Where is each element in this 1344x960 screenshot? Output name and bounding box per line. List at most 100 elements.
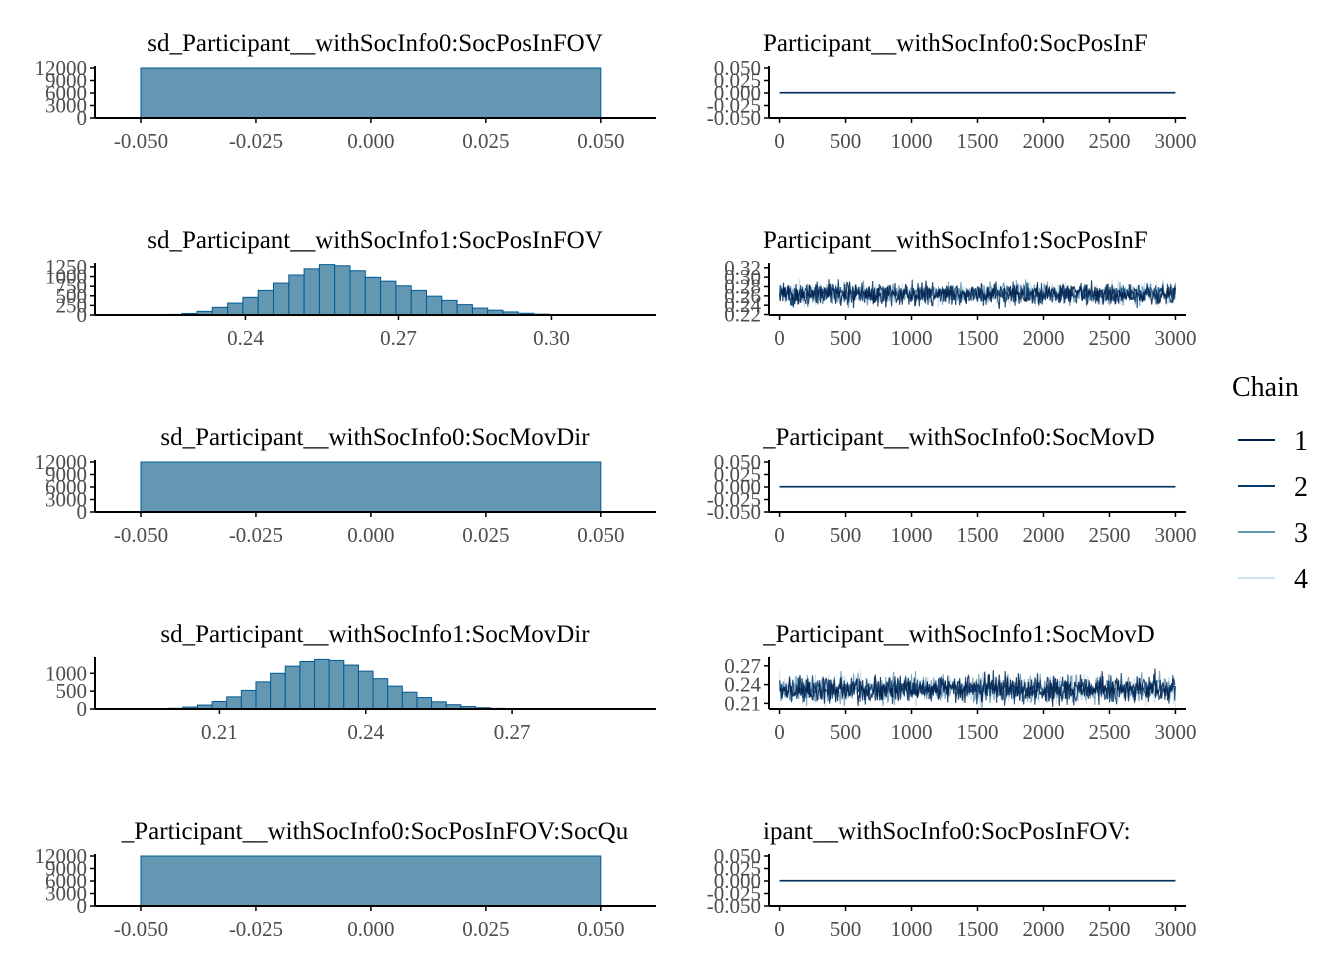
hist-bar [140,67,602,119]
hist-x-tick-label: 0.025 [462,129,509,153]
legend-entries: 1 2 3 4 [1238,426,1308,595]
trace-x-tick-label: 1000 [891,129,933,153]
trace-x-tick-label: 0 [774,917,785,941]
legend-entry-4: 4 [1238,564,1308,595]
hist-y-tick-label: 12000 [35,844,88,868]
hist-x-tick-label: -0.025 [229,523,283,547]
hist-y-tick-label: 0 [77,697,88,721]
hist-y-tick-label: 6000 [45,475,87,499]
hist-title: sd_Participant__withSocInfo0:SocMovDir [160,424,590,451]
panels-layer: sd_Participant__withSocInfo0:SocPosInFOV… [35,30,1197,941]
hist-bars [140,855,602,907]
legend-label: 4 [1294,564,1308,595]
trace-x-tick-label: 500 [830,917,862,941]
trace-y-tick-label: 0.000 [714,869,761,893]
hist-bar [273,282,290,316]
trace-x-tick-label: 1500 [957,523,999,547]
hist-bar [431,701,447,710]
trace-lines [779,879,1176,883]
trace-x-tick-label: 1000 [891,720,933,744]
hist-bars [117,264,611,316]
trace-y-tick-label: 0.025 [714,857,761,881]
trace-y-tick-label: 0.025 [714,463,761,487]
hist-bar [395,285,412,316]
hist-bar [426,295,443,316]
hist-bar [257,289,275,316]
hist-bar [401,691,418,710]
hist-y-tick-label: 0 [77,894,88,918]
trace-y-tick-label: -0.050 [707,106,761,130]
trace-lines [779,278,1176,310]
hist-bar [349,270,366,316]
panel-row-2: sd_Participant__withSocInfo1:SocPosInFOV… [45,227,1196,350]
trace-y-tick-label: -0.025 [707,882,761,906]
hist-x-tick-label: 0.24 [347,720,384,744]
hist-y-tick-label: 250 [56,293,88,317]
legend-entry-2: 2 [1238,472,1308,503]
hist-y-tick-label: 9000 [45,69,87,93]
trace-x-tick-label: 2500 [1088,523,1130,547]
trace-x-tick-label: 3000 [1154,326,1196,350]
trace-x-tick-label: 500 [830,720,862,744]
hist-y-tick-label: 12000 [35,56,88,80]
hist-bar [328,659,345,710]
trace-title: ipant__withSocInfo0:SocPosInFOV: [763,818,1131,845]
hist-title: _Participant__withSocInfo0:SocPosInFOV:S… [121,818,629,845]
hist-x-tick-label: 0.000 [347,917,394,941]
hist-y-tick-label: 6000 [45,869,87,893]
trace-y-tick-label: 0.30 [724,265,761,289]
hist-bar [372,678,389,710]
hist-bar [211,306,229,316]
hist-bar [357,670,374,710]
hist-bar [211,701,228,710]
hist-x-tick-label: 0.000 [347,129,394,153]
panel-row-3: sd_Participant__withSocInfo0:SocMovDir 0 3… [35,424,1197,547]
hist-bar [303,268,320,316]
trace-y-tick-label: 0.28 [724,274,761,298]
hist-bar [364,276,382,316]
panel-row-1: sd_Participant__withSocInfo0:SocPosInFOV… [35,30,1197,153]
hist-bar [380,280,397,316]
hist-bar [456,304,473,316]
trace-y-tick-label: -0.025 [707,488,761,512]
trace-y-tick-label: 0.22 [724,303,761,327]
trace-x-tick-label: 1500 [957,326,999,350]
hist-x-tick-label: 0.050 [577,523,624,547]
hist-bar [416,697,433,710]
hist-y-tick-label: 500 [56,679,88,703]
trace-x-tick-label: 3000 [1154,523,1196,547]
hist-y-tick-label: 6000 [45,81,87,105]
trace-x-tick-label: 2500 [1088,720,1130,744]
hist-bar [441,299,458,316]
trace-x-tick-label: 0 [774,326,785,350]
hist-bar [227,302,244,316]
trace-x-tick-label: 500 [830,326,862,350]
hist-x-tick-label: 0.025 [462,917,509,941]
hist-bar [334,265,351,316]
trace-x-tick-label: 0 [774,523,785,547]
hist-x-tick-label: 0.27 [494,720,531,744]
trace-lines [779,91,1176,95]
hist-title: sd_Participant__withSocInfo0:SocPosInFOV [147,30,603,57]
trace-y-tick-label: -0.025 [707,94,761,118]
trace-line-chain-2 [779,672,1176,706]
hist-x-tick-label: -0.050 [114,523,168,547]
trace-x-tick-label: 1000 [891,917,933,941]
legend-entry-3: 3 [1238,518,1308,549]
hist-x-tick-label: 0.025 [462,523,509,547]
trace-x-tick-label: 500 [830,129,862,153]
hist-y-tick-label: 9000 [45,857,87,881]
hist-y-tick-label: 9000 [45,463,87,487]
hist-bars [140,461,602,513]
trace-x-tick-label: 1500 [957,917,999,941]
hist-bar [284,665,301,710]
trace-x-tick-label: 500 [830,523,862,547]
hist-x-tick-label: -0.025 [229,129,283,153]
trace-x-tick-label: 3000 [1154,917,1196,941]
hist-bar [299,661,316,710]
hist-bar [387,685,403,710]
hist-x-tick-label: 0.21 [201,720,238,744]
trace-y-tick-label: -0.050 [707,894,761,918]
hist-y-tick-label: 0 [77,500,88,524]
trace-line-chain-1 [779,279,1176,310]
